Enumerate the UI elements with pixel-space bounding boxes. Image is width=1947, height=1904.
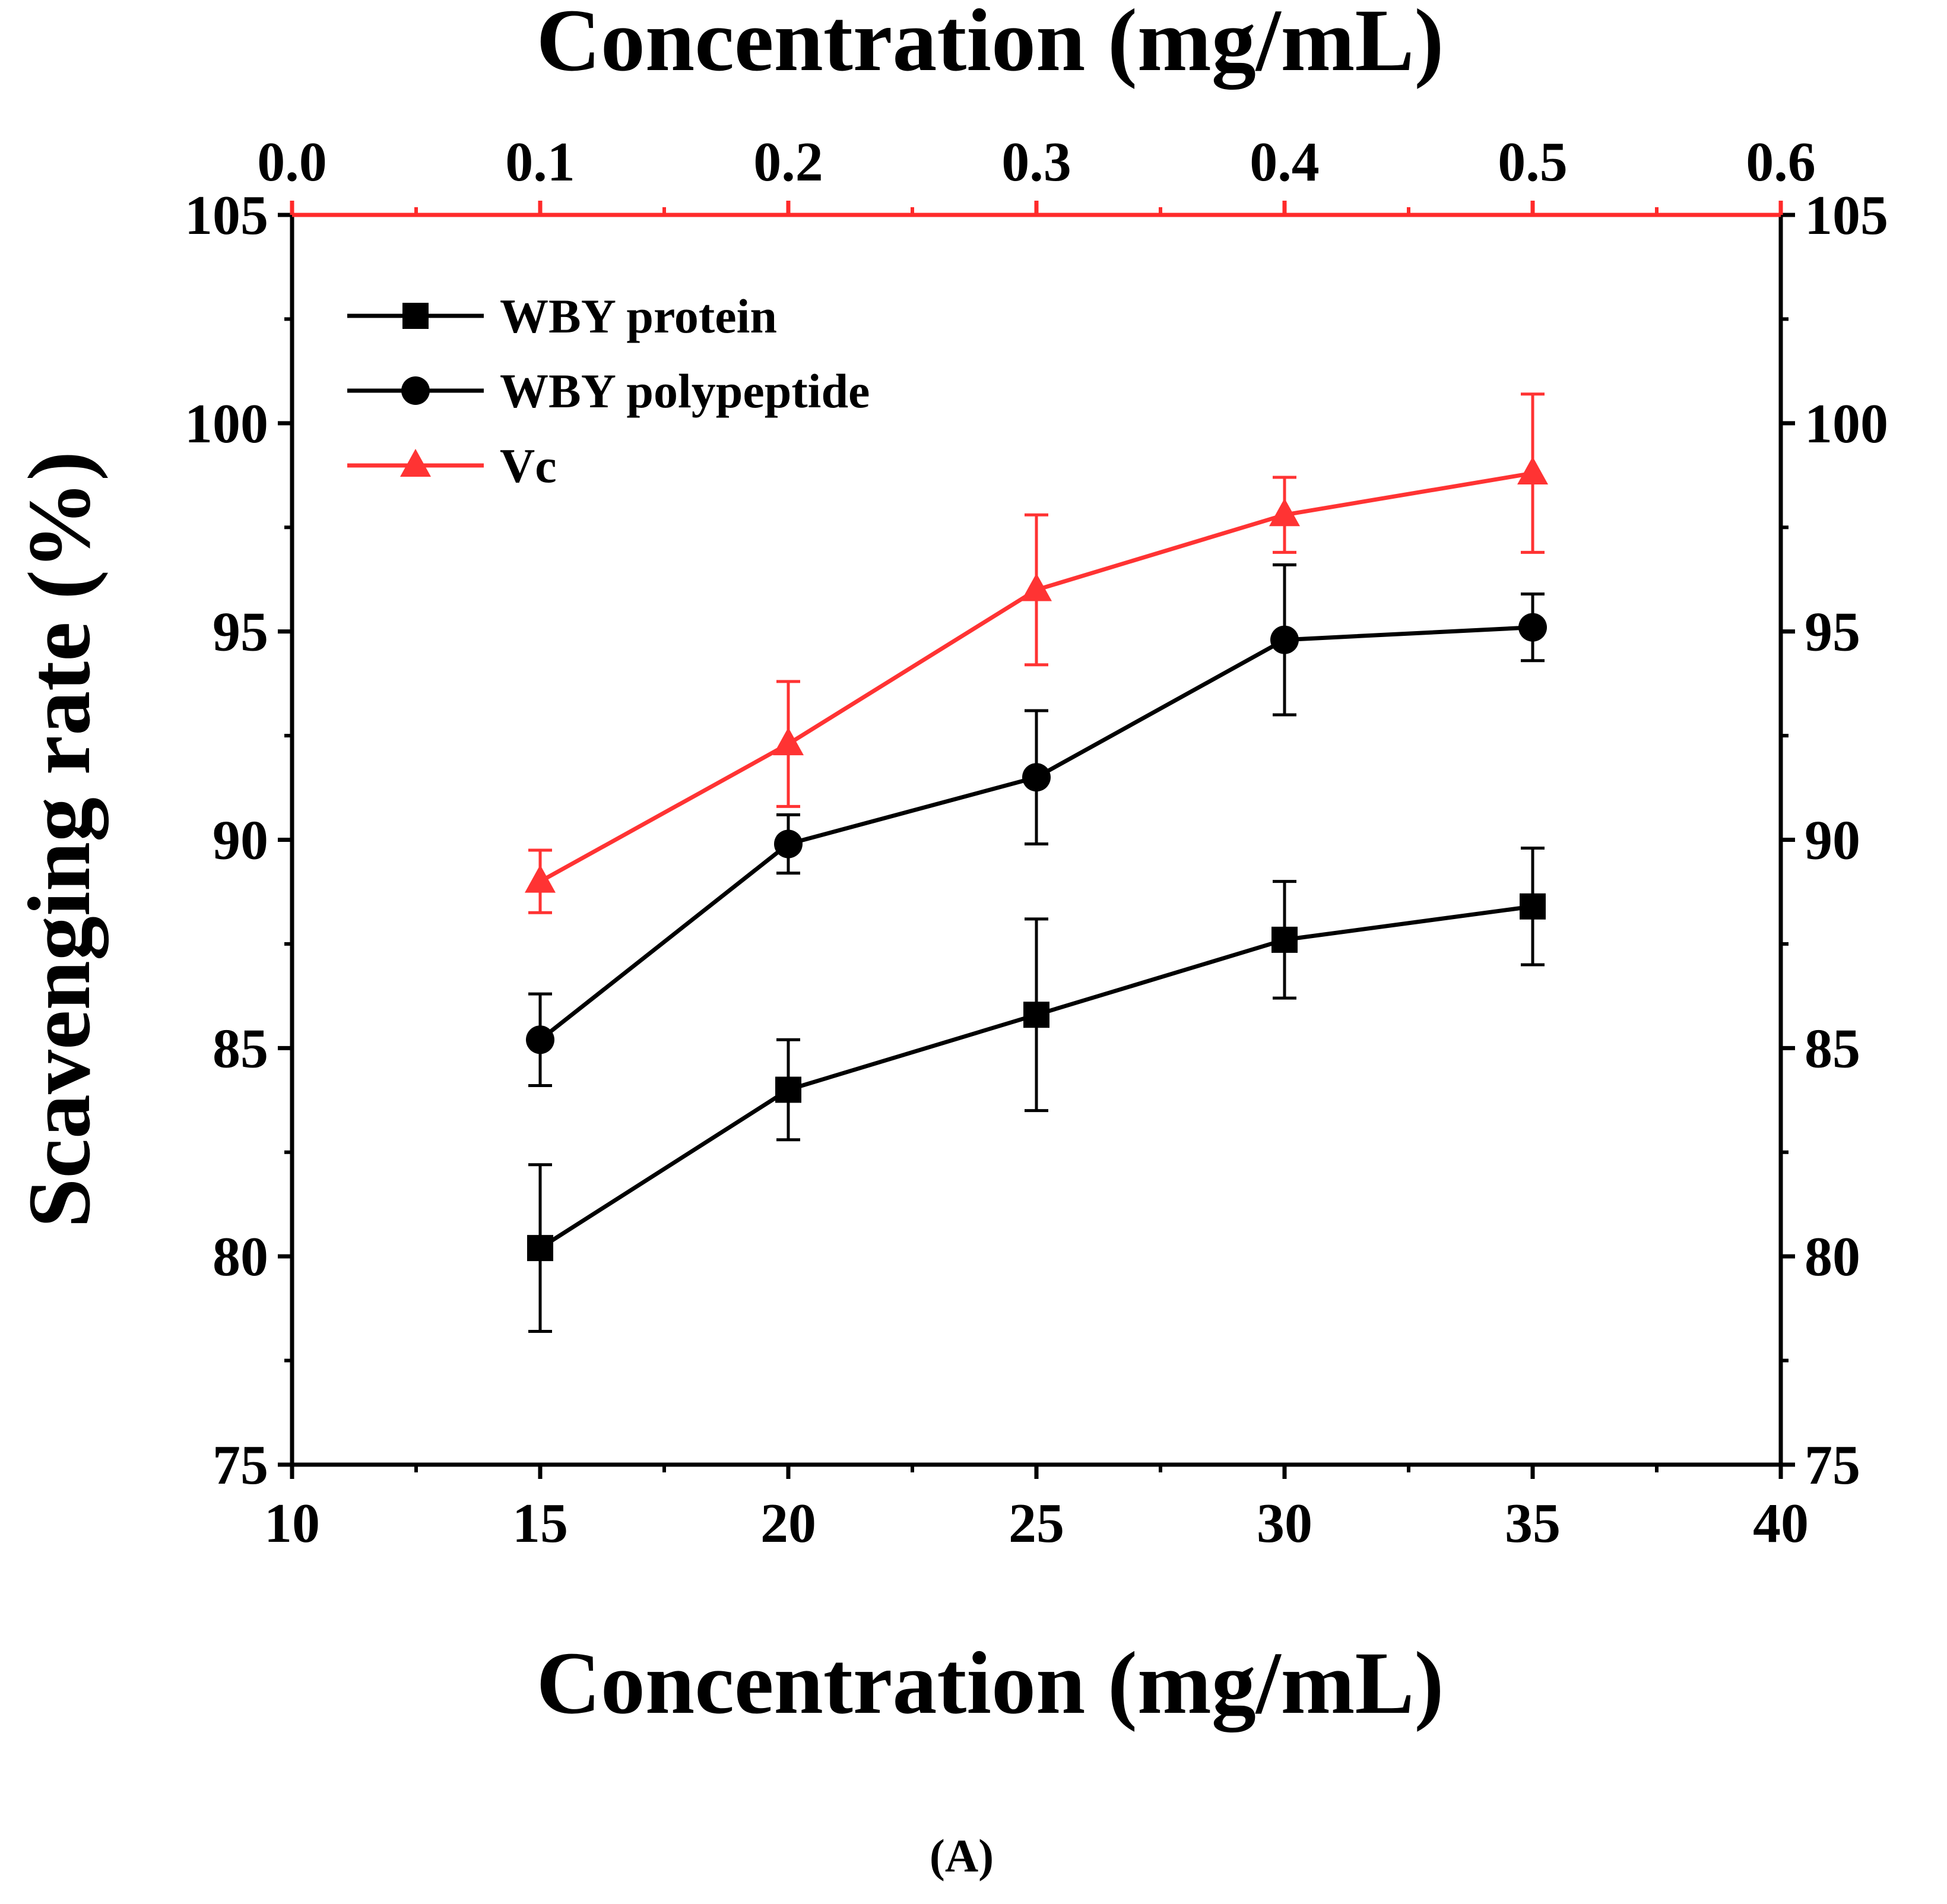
data-point-vc [1269, 498, 1300, 527]
legend-marker-wby-polypeptide [401, 376, 430, 405]
series-vc [525, 392, 1548, 914]
y-tick-label-right: 90 [1805, 810, 1860, 872]
x-tick-label-top: 0.1 [505, 131, 575, 193]
x-tick-label-top: 0.6 [1746, 131, 1816, 193]
y-tick-label-left: 80 [213, 1226, 268, 1288]
y-tick-label-right: 85 [1805, 1018, 1860, 1079]
x-tick-label-bottom: 40 [1753, 1493, 1809, 1554]
x-tick-label-top: 0.4 [1250, 131, 1320, 193]
legend: WBY protein WBY polypeptide Vc [347, 289, 870, 493]
y-tick-label-left: 100 [185, 393, 268, 455]
x-tick-label-bottom: 25 [1009, 1493, 1064, 1554]
data-point-wby-protein [1271, 926, 1298, 953]
legend-label-wby-protein: WBY protein [500, 289, 777, 343]
x-axis-title-bottom: Concentration (mg/mL) [537, 1634, 1444, 1732]
data-point-wby-protein [1023, 1002, 1049, 1028]
x-tick-label-bottom: 20 [760, 1493, 816, 1554]
y-tick-label-left: 105 [185, 185, 268, 246]
y-tick-label-left: 85 [213, 1018, 268, 1079]
x-tick-label-bottom: 30 [1257, 1493, 1312, 1554]
y-tick-label-right: 75 [1805, 1434, 1860, 1496]
data-point-vc [525, 864, 556, 893]
x-axis-title-top: Concentration (mg/mL) [537, 0, 1444, 90]
y-tick-label-right: 95 [1805, 601, 1860, 663]
x-tick-label-bottom: 35 [1505, 1493, 1561, 1554]
x-tick-label-top: 0.5 [1498, 131, 1568, 193]
x-tick-label-bottom: 15 [512, 1493, 568, 1554]
data-point-wby-protein [1520, 893, 1546, 920]
x-tick-label-bottom: 10 [264, 1493, 320, 1554]
y-tick-label-right: 105 [1805, 185, 1888, 246]
y-tick-label-left: 90 [213, 810, 268, 872]
legend-marker-vc [400, 449, 431, 477]
data-point-wby-polypeptide [774, 829, 803, 858]
figure-caption: (A) [930, 1830, 994, 1881]
y-axis-title: Scavenging rate (%) [10, 451, 109, 1228]
x-tick-label-top: 0.3 [1001, 131, 1071, 193]
data-point-wby-polypeptide [1022, 763, 1051, 792]
legend-marker-wby-protein [402, 303, 429, 329]
y-tick-label-right: 80 [1805, 1226, 1860, 1288]
x-tick-label-top: 0.0 [257, 131, 327, 193]
series-wby-polypeptide [526, 563, 1547, 1087]
tick-marks [278, 201, 1795, 1479]
series-wby-protein [527, 847, 1546, 1333]
data-point-vc [773, 727, 804, 756]
data-point-wby-protein [775, 1076, 801, 1103]
legend-label-wby-polypeptide: WBY polypeptide [500, 364, 870, 418]
legend-label-vc: Vc [500, 439, 557, 493]
data-point-wby-polypeptide [1518, 613, 1547, 642]
data-point-vc [1517, 457, 1548, 485]
x-tick-label-top: 0.2 [753, 131, 823, 193]
data-point-wby-polypeptide [1270, 625, 1299, 654]
data-point-vc [1021, 573, 1052, 601]
y-tick-label-left: 75 [213, 1434, 268, 1496]
data-point-wby-protein [527, 1235, 553, 1262]
tick-labels: 75 75 80 80 85 85 90 90 95 95 100 100 105 105 10 15 20 25… [185, 131, 1888, 1554]
data-point-wby-polypeptide [526, 1025, 554, 1054]
y-tick-label-right: 100 [1805, 393, 1888, 455]
series-layer [525, 392, 1548, 1333]
y-tick-label-left: 95 [213, 601, 268, 663]
